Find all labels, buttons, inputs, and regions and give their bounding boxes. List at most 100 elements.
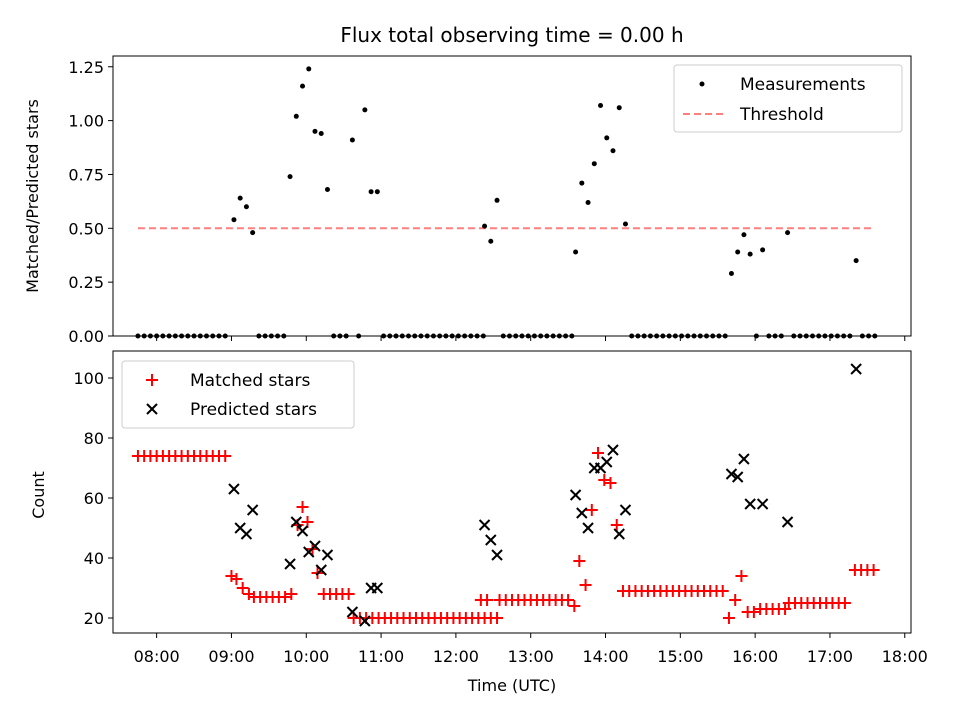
- predicted-star-marker: [491, 549, 503, 561]
- count-ytick-label: 40: [84, 549, 104, 568]
- matched-star-marker: [722, 612, 735, 624]
- measurement-point: [728, 271, 734, 277]
- measurement-point: [598, 103, 604, 109]
- matched-star-marker: [867, 564, 880, 576]
- count-xtick-label: 16:00: [732, 647, 778, 666]
- matched-star-marker: [747, 606, 760, 618]
- ratio-ytick-label: 1.00: [68, 112, 104, 131]
- ratio-ytick-label: 0.25: [68, 273, 104, 292]
- matched-star-marker: [342, 588, 355, 600]
- predicted-star-marker: [738, 453, 750, 465]
- measurement-point: [374, 189, 380, 195]
- legend-measurements-label: Measurements: [740, 75, 866, 95]
- matched-star-marker: [481, 594, 494, 606]
- matched-star-marker: [610, 519, 623, 531]
- measurement-point: [494, 197, 500, 203]
- predicted-star-marker: [613, 528, 625, 540]
- predicted-star-marker: [290, 516, 302, 528]
- count-xtick-label: 17:00: [807, 647, 853, 666]
- matched-star-marker: [735, 570, 748, 582]
- measurement-point: [318, 131, 324, 137]
- count-ytick-label: 100: [73, 369, 104, 388]
- predicted-star-marker: [346, 606, 359, 618]
- matched-star-marker: [236, 582, 249, 594]
- predicted-star-marker: [321, 549, 334, 561]
- predicted-star-marker: [744, 498, 756, 510]
- count-xtick-label: 08:00: [134, 647, 180, 666]
- predicted-star-marker: [240, 528, 253, 540]
- legend-matched-label: Matched stars: [190, 371, 310, 391]
- count-xlabel: Time (UTC): [467, 676, 556, 695]
- measurement-point: [306, 66, 312, 72]
- count-xtick-label: 11:00: [358, 647, 404, 666]
- matched-star-marker: [285, 588, 298, 600]
- count-panel: 20 40 60 80 100 08:00 09:00 10:00 11:00 12:00 13:…: [29, 350, 928, 695]
- predicted-star-marker: [569, 489, 582, 501]
- predicted-star-marker: [601, 456, 613, 468]
- legend-threshold-label: Threshold: [739, 105, 824, 125]
- predicted-star-marker: [359, 615, 371, 627]
- measurement-point: [610, 148, 616, 154]
- count-xtick-label: 15:00: [657, 647, 703, 666]
- measurement-point: [231, 217, 237, 223]
- matched-star-marker: [729, 594, 742, 606]
- measurement-point: [573, 249, 579, 255]
- matched-star-marker: [598, 474, 611, 486]
- predicted-star-marker: [607, 444, 619, 456]
- measurement-point: [293, 113, 299, 119]
- measurement-point: [585, 199, 591, 205]
- measurement-point: [760, 247, 766, 253]
- matched-star-marker: [604, 477, 617, 489]
- measurement-point: [287, 174, 293, 180]
- measurement-point: [300, 83, 306, 89]
- chart-title: Flux total observing time = 0.00 h: [340, 23, 683, 47]
- legend-matched-marker: [146, 374, 158, 386]
- measurement-point: [747, 251, 753, 257]
- matched-star-marker: [585, 504, 598, 516]
- measurement-point: [243, 204, 249, 210]
- count-xtick-label: 12:00: [433, 647, 479, 666]
- predicted-star-marker: [478, 519, 491, 531]
- matched-star-marker: [296, 501, 309, 513]
- predicted-star-marker: [576, 507, 588, 519]
- ratio-ytick-label: 1.25: [68, 58, 104, 77]
- matched-star-marker: [573, 555, 586, 567]
- measurement-point: [237, 195, 243, 201]
- count-xtick-label: 18:00: [882, 647, 928, 666]
- measurement-point: [482, 223, 488, 229]
- ratio-ylabel: Matched/Predicted stars: [23, 99, 42, 293]
- measurement-point: [349, 137, 355, 143]
- measurement-point: [250, 230, 256, 236]
- ratio-ytick-label: 0.75: [68, 165, 104, 184]
- predicted-star-marker: [582, 522, 594, 534]
- measurement-point: [362, 107, 368, 113]
- count-ytick-label: 20: [84, 609, 104, 628]
- predicted-star-marker: [731, 471, 744, 483]
- predicted-star-marker: [315, 564, 327, 576]
- measurement-point: [853, 258, 859, 264]
- count-xtick-label: 13:00: [508, 647, 554, 666]
- predicted-star-marker: [619, 504, 632, 516]
- count-xtick-label: 09:00: [208, 647, 254, 666]
- ratio-axes-frame: [112, 55, 912, 337]
- predicted-star-marker: [309, 540, 321, 552]
- count-legend: Matched stars Predicted stars: [121, 360, 355, 429]
- measurement-point: [604, 135, 610, 141]
- ratio-ytick-label: 0.50: [68, 219, 104, 238]
- count-xtick-label: 10:00: [283, 647, 329, 666]
- measurement-point: [579, 180, 585, 186]
- predicted-star-marker: [756, 498, 769, 510]
- count-xtick-label: 14:00: [582, 647, 628, 666]
- matched-star-marker: [219, 450, 232, 462]
- matched-star-marker: [491, 612, 504, 624]
- measurement-point: [324, 187, 330, 193]
- count-ylabel: Count: [29, 471, 48, 519]
- matched-star-marker: [279, 591, 292, 603]
- predicted-star-marker: [781, 516, 794, 528]
- predicted-star-marker: [485, 534, 497, 546]
- matched-star-marker: [716, 585, 729, 597]
- legend-measurements-marker: [699, 81, 705, 87]
- matched-star-marker: [230, 573, 243, 585]
- measurement-point: [741, 232, 747, 238]
